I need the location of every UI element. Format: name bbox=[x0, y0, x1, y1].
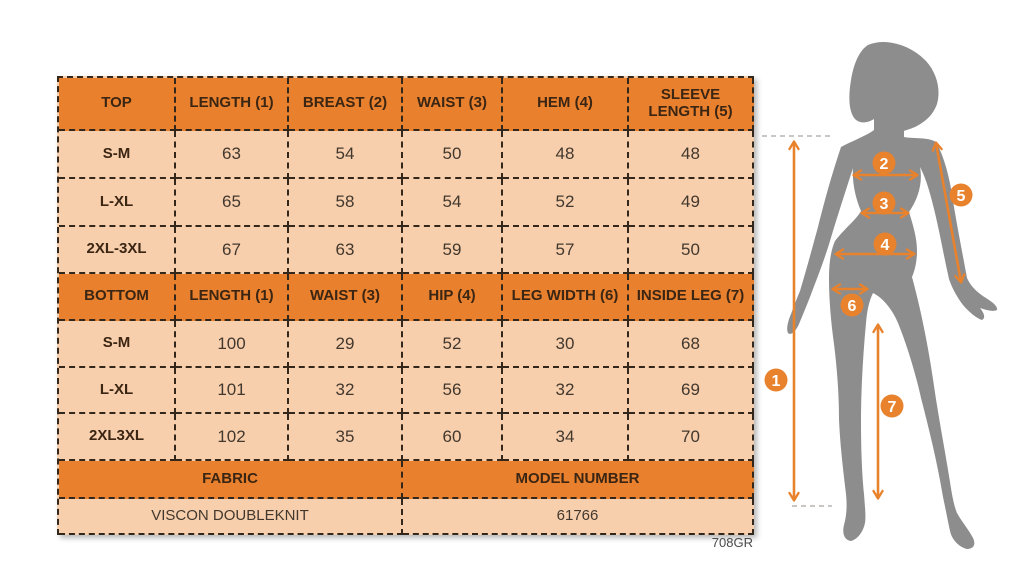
marker-number: 5 bbox=[957, 188, 966, 205]
header-cell-inside-leg: INSIDE LEG (7) bbox=[629, 274, 754, 321]
header-cell-breast: BREAST (2) bbox=[289, 78, 403, 131]
header-cell-bottom: BOTTOM bbox=[59, 274, 176, 321]
header-cell-hip: HIP (4) bbox=[403, 274, 503, 321]
measure-marker-5: 5 bbox=[949, 183, 973, 207]
header-cell-length: LENGTH (1) bbox=[176, 274, 289, 321]
female-silhouette bbox=[787, 42, 998, 550]
value-cell: 60 bbox=[403, 414, 503, 461]
value-cell: 65 bbox=[176, 179, 289, 227]
model-number-value: 61766 bbox=[403, 499, 754, 535]
size-table: TOP LENGTH (1) BREAST (2) WAIST (3) HEM … bbox=[57, 76, 754, 535]
value-cell: 30 bbox=[503, 321, 629, 368]
value-cell: 50 bbox=[629, 227, 754, 274]
size-label: S-M bbox=[59, 321, 176, 368]
measure-marker-3: 3 bbox=[872, 191, 896, 215]
value-cell: 67 bbox=[176, 227, 289, 274]
value-cell: 48 bbox=[503, 131, 629, 179]
value-cell: 58 bbox=[289, 179, 403, 227]
value-cell: 102 bbox=[176, 414, 289, 461]
marker-number: 2 bbox=[880, 156, 889, 173]
size-label: 2XL3XL bbox=[59, 414, 176, 461]
value-cell: 52 bbox=[403, 321, 503, 368]
value-cell: 69 bbox=[629, 368, 754, 414]
value-cell: 100 bbox=[176, 321, 289, 368]
size-label: L-XL bbox=[59, 179, 176, 227]
measure-marker-4: 4 bbox=[873, 232, 897, 256]
measure-marker-1: 1 bbox=[764, 368, 788, 392]
size-label: L-XL bbox=[59, 368, 176, 414]
header-cell-fabric: FABRIC bbox=[59, 461, 403, 499]
header-cell-waist: WAIST (3) bbox=[289, 274, 403, 321]
marker-number: 7 bbox=[888, 399, 897, 416]
marker-number: 6 bbox=[848, 298, 857, 315]
marker-number: 4 bbox=[881, 237, 890, 254]
value-cell: 29 bbox=[289, 321, 403, 368]
measure-arrow-5 bbox=[931, 141, 966, 284]
value-cell: 54 bbox=[403, 179, 503, 227]
value-cell: 63 bbox=[176, 131, 289, 179]
value-cell: 56 bbox=[403, 368, 503, 414]
fabric-value: VISCON DOUBLEKNIT bbox=[59, 499, 403, 535]
marker-number: 3 bbox=[880, 196, 889, 213]
value-cell: 70 bbox=[629, 414, 754, 461]
value-cell: 54 bbox=[289, 131, 403, 179]
value-cell: 32 bbox=[289, 368, 403, 414]
size-label: S-M bbox=[59, 131, 176, 179]
measure-marker-7: 7 bbox=[880, 394, 904, 418]
value-cell: 57 bbox=[503, 227, 629, 274]
header-cell-waist: WAIST (3) bbox=[403, 78, 503, 131]
value-cell: 68 bbox=[629, 321, 754, 368]
header-cell-top: TOP bbox=[59, 78, 176, 131]
value-cell: 49 bbox=[629, 179, 754, 227]
value-cell: 48 bbox=[629, 131, 754, 179]
measurement-figure: 1 2 3 4 5 6 7 bbox=[762, 42, 998, 550]
value-cell: 59 bbox=[403, 227, 503, 274]
value-cell: 35 bbox=[289, 414, 403, 461]
header-cell-leg-width: LEG WIDTH (6) bbox=[503, 274, 629, 321]
value-cell: 34 bbox=[503, 414, 629, 461]
value-cell: 101 bbox=[176, 368, 289, 414]
value-cell: 32 bbox=[503, 368, 629, 414]
header-cell-length: LENGTH (1) bbox=[176, 78, 289, 131]
measure-marker-2: 2 bbox=[872, 151, 896, 175]
marker-number: 1 bbox=[772, 373, 781, 390]
value-cell: 63 bbox=[289, 227, 403, 274]
header-cell-hem: HEM (4) bbox=[503, 78, 629, 131]
header-cell-sleeve-length: SLEEVE LENGTH (5) bbox=[629, 78, 754, 131]
size-label: 2XL-3XL bbox=[59, 227, 176, 274]
style-code: 708GR bbox=[711, 535, 753, 550]
header-cell-model-number: MODEL NUMBER bbox=[403, 461, 754, 499]
value-cell: 50 bbox=[403, 131, 503, 179]
measure-marker-6: 6 bbox=[840, 293, 864, 317]
value-cell: 52 bbox=[503, 179, 629, 227]
